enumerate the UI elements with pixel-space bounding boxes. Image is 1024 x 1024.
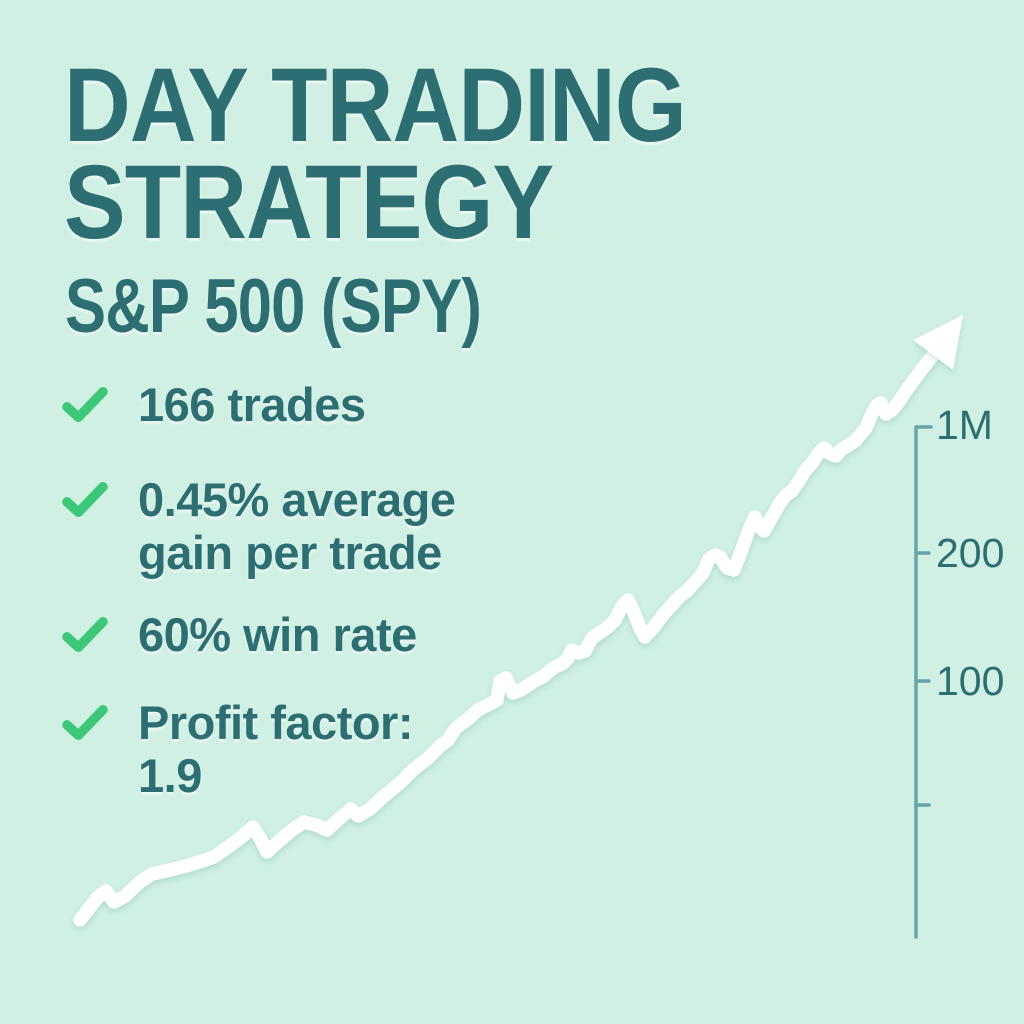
list-item-text: 0.45% average gain per trade xyxy=(138,473,456,579)
equity-curve-line xyxy=(73,340,947,927)
list-item-trades: 166 trades xyxy=(62,378,366,431)
list-item-average-gain: 0.45% average gain per trade xyxy=(62,473,456,579)
list-item-line: 166 trades xyxy=(138,378,366,431)
subtitle: S&P 500 (SPY) xyxy=(65,264,482,349)
list-item-line: Profit factor: xyxy=(138,696,414,749)
list-item-line: 1.9 xyxy=(138,749,202,802)
y-axis-line xyxy=(914,425,933,939)
list-item-win-rate: 60% win rate xyxy=(62,608,417,661)
list-item-line: gain per trade xyxy=(138,526,442,579)
check-icon xyxy=(62,387,108,423)
check-icon xyxy=(62,482,108,518)
list-item-profit-factor: Profit factor: 1.9 xyxy=(62,696,414,802)
list-item-text: Profit factor: 1.9 xyxy=(138,696,414,802)
arrow-head-icon xyxy=(913,315,963,370)
y-axis xyxy=(914,425,933,939)
check-icon xyxy=(62,617,108,653)
title-line-2: STRATEGY xyxy=(64,144,554,261)
list-item-text: 166 trades xyxy=(138,378,366,431)
y-axis-ticks xyxy=(914,551,931,807)
y-axis-label-1m: 1M xyxy=(936,402,993,448)
list-item-text: 60% win rate xyxy=(138,608,417,661)
y-axis-label-200: 200 xyxy=(936,530,1005,576)
list-item-line: 60% win rate xyxy=(138,608,417,661)
y-axis-label-100: 100 xyxy=(936,658,1005,704)
list-item-line: 0.45% average xyxy=(138,473,456,526)
page-title: DAY TRADING STRATEGY xyxy=(64,47,687,261)
title-line-1: DAY TRADING xyxy=(64,47,687,164)
check-icon xyxy=(62,705,108,741)
